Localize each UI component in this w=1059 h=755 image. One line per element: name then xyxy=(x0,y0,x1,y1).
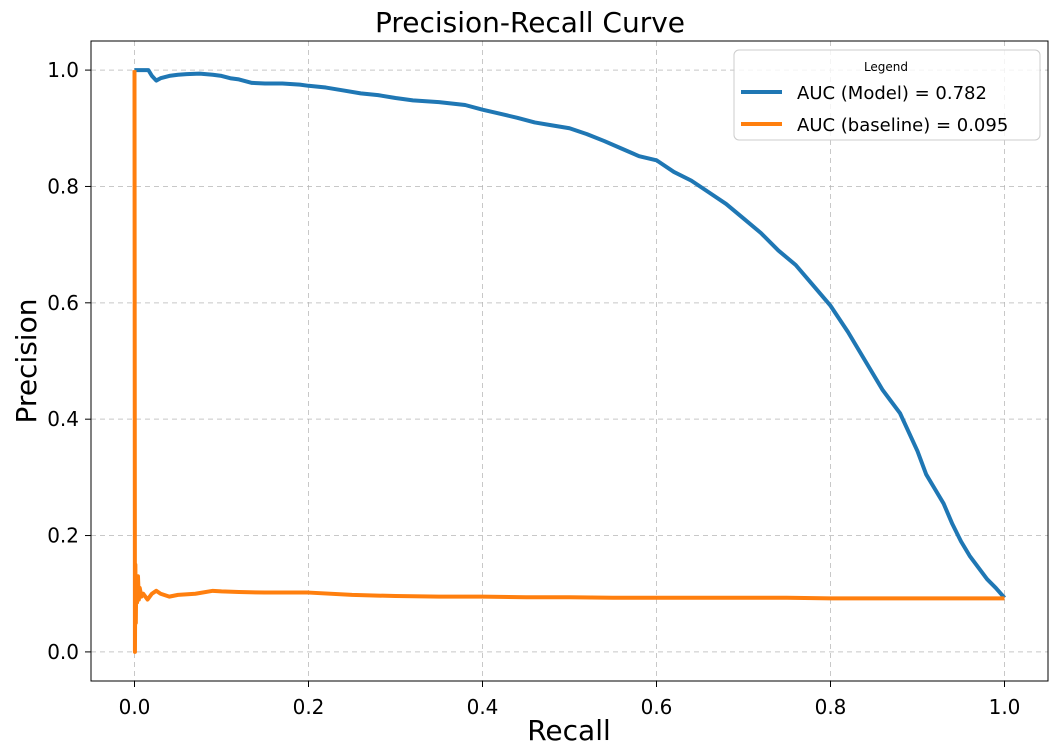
y-tick-label-1: 0.2 xyxy=(47,524,79,548)
x-tick-label-3: 0.6 xyxy=(641,695,673,719)
legend: Legend AUC (Model) = 0.782 AUC (baseline… xyxy=(733,49,1041,141)
legend-box xyxy=(733,49,1041,141)
x-tick-label-5: 1.0 xyxy=(989,695,1021,719)
y-tick-label-2: 0.4 xyxy=(47,407,79,431)
chart-title: Precision-Recall Curve xyxy=(375,6,685,39)
x-axis-label: Recall xyxy=(527,714,611,747)
series-line-0 xyxy=(134,68,1007,600)
series-layer xyxy=(132,68,1007,654)
axis-layer: 0.0 0.2 0.4 0.6 0.8 1.0 0.0 0.2 0.4 0.6 0.8 1.0 xyxy=(47,58,1020,719)
y-axis-label: Precision xyxy=(10,299,43,424)
y-tick-label-3: 0.6 xyxy=(47,291,79,315)
series-line-1 xyxy=(132,70,1005,654)
legend-label-baseline: AUC (baseline) = 0.095 xyxy=(797,115,1008,136)
plot-frame xyxy=(90,40,1049,682)
y-tick-label-0: 0.0 xyxy=(47,640,79,664)
y-tick-label-5: 1.0 xyxy=(47,58,79,82)
x-tick-label-0: 0.0 xyxy=(119,695,151,719)
y-tick-label-4: 0.8 xyxy=(47,174,79,198)
x-tick-label-2: 0.4 xyxy=(467,695,499,719)
legend-label-model: AUC (Model) = 0.782 xyxy=(797,83,987,104)
x-tick-label-1: 0.2 xyxy=(293,695,325,719)
legend-title: Legend xyxy=(864,60,908,74)
x-tick-label-4: 0.8 xyxy=(815,695,847,719)
